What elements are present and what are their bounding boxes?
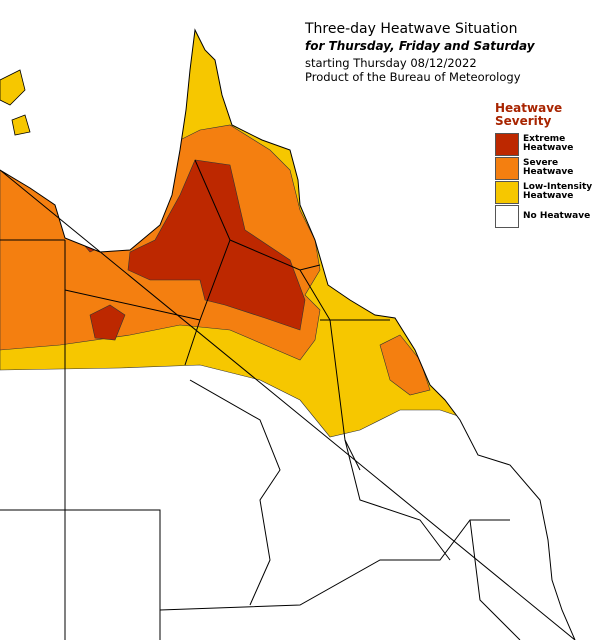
- legend-label: Severe Heatwave: [523, 158, 574, 177]
- info-line: Product of the Bureau of Meteorology: [305, 70, 521, 84]
- legend-label: No Heatwave: [523, 210, 591, 221]
- legend-label: Extreme Heatwave: [523, 134, 574, 153]
- islands: [0, 69, 31, 136]
- legend-title: Heatwave Severity: [495, 101, 563, 128]
- severe-area: [379, 334, 431, 396]
- legend-swatch: [495, 204, 519, 228]
- legend-swatch: [495, 156, 519, 180]
- info-line: starting Thursday 08/12/2022: [305, 56, 477, 70]
- legend-item: Extreme Heatwave: [495, 132, 605, 156]
- legend: Heatwave Severity Extreme Heatwave Severe…: [495, 102, 605, 228]
- title: Three-day Heatwave Situation: [305, 21, 518, 37]
- legend-item: Severe Heatwave: [495, 156, 605, 180]
- legend-swatch: [495, 132, 519, 156]
- legend-item: No Heatwave: [495, 204, 605, 228]
- borders: [0, 159, 521, 640]
- legend-item: Low-Intensity Heatwave: [495, 180, 605, 204]
- legend-swatch: [495, 180, 519, 204]
- subtitle: for Thursday, Friday and Saturday: [305, 39, 535, 53]
- extreme-area: [127, 159, 306, 331]
- legend-items: Extreme Heatwave Severe Heatwave Low-Inten…: [495, 132, 605, 228]
- extreme-area: [89, 304, 126, 341]
- legend-label: Low-Intensity Heatwave: [523, 182, 593, 201]
- coastline: [0, 28, 576, 640]
